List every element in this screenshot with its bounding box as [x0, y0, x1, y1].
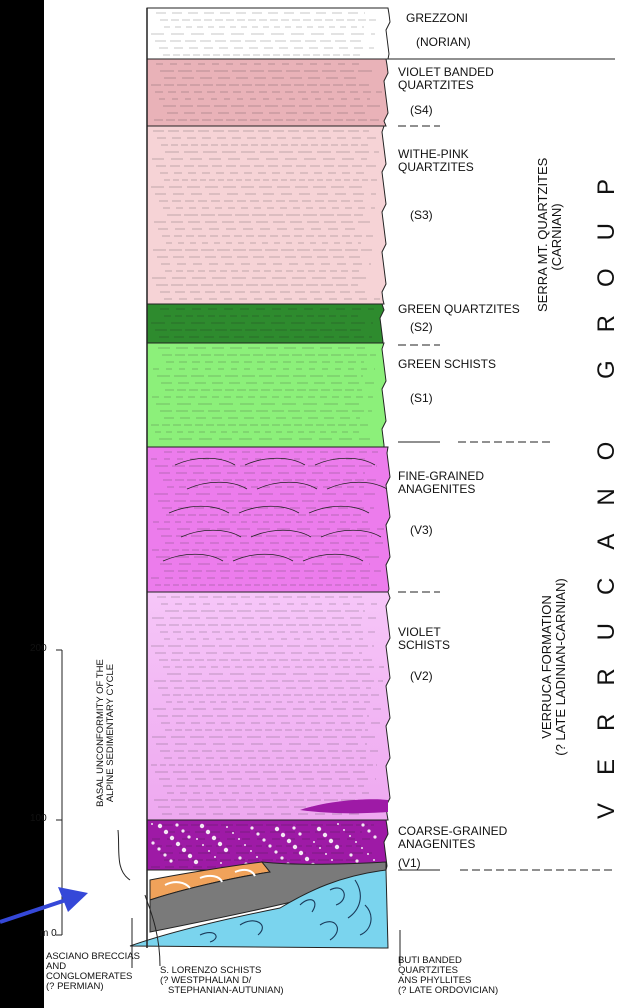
leader-lines	[117, 829, 401, 968]
boundary-dashes	[384, 58, 615, 871]
scale-tick-0: m 0	[40, 928, 57, 939]
layer-grezzoni	[146, 7, 391, 60]
unit-code-s4: (S4)	[410, 103, 433, 117]
basal-unconformity-label: BASAL UNCONFORMITY OF THE ALPINE SEDIMEN…	[95, 659, 116, 807]
serra-formation-age: (CARNIAN)	[549, 203, 564, 271]
serra-formation-label: SERRA MT. QUARTZITES (CARNIAN)	[535, 157, 564, 312]
unit-label-violet-banded-quartzites: VIOLET BANDED QUARTZITES	[398, 65, 494, 92]
asciano-line-2: AND	[46, 961, 67, 972]
buti-line-4: (? LATE ORDOVICIAN)	[398, 985, 499, 996]
verruca-formation-name: VERRUCA FORMATION	[539, 595, 554, 739]
unit-label-green-quartzites: GREEN QUARTZITES	[398, 302, 520, 316]
pointer-arrow	[0, 887, 88, 924]
layer-violet-schists	[146, 591, 391, 821]
verrucano-group-label: VERRUCANO GROUP	[593, 150, 620, 820]
unit-label-fine-grained-anagenites: FINE-GRAINED ANAGENITES	[398, 469, 485, 496]
asciano-line-1: ASCIANO BRECCIAS	[46, 951, 140, 962]
unit-label-coarse-grained-anagenites: COARSE-GRAINED ANAGENITES	[398, 824, 508, 851]
lorenzo-schists-body	[149, 861, 387, 933]
unit-label-grezzoni: GREZZONI	[406, 11, 468, 25]
unit-code-v3: (V3)	[410, 523, 433, 537]
serra-formation-name: SERRA MT. QUARTZITES	[535, 157, 550, 312]
scale-tick-200: 200	[30, 643, 47, 654]
unit-code-s3: (S3)	[410, 208, 433, 222]
verruca-formation-age: (? LATE LADINIAN-CARNIAN)	[553, 578, 568, 756]
layer-white-pink-quartzites	[146, 125, 387, 305]
unit-label-violet-schists: VIOLET SCHISTS	[398, 625, 451, 652]
scale-bar	[56, 649, 63, 936]
buti-quartzites-body	[129, 869, 389, 949]
lorenzo-line-1: S. LORENZO SCHISTS	[160, 965, 262, 976]
unit-label-white-pink-quartzites: WITHE-PINK QUARTZITES	[398, 147, 474, 174]
layer-violet-banded-quartzites	[146, 58, 389, 127]
basement-rocks	[129, 861, 389, 949]
unit-code-s1: (S1)	[410, 391, 433, 405]
buti-line-1: BUTI BANDED	[398, 955, 462, 966]
asciano-line-3: CONGLOMERATES	[46, 971, 133, 982]
column-texture	[151, 12, 388, 868]
verruca-formation-label: VERRUCA FORMATION (? LATE LADINIAN-CARNI…	[539, 542, 568, 792]
unit-code-s2: (S2)	[410, 320, 433, 334]
buti-line-2: QUARTZITES	[398, 965, 458, 976]
asciano-label: ASCIANO BRECCIAS AND CONGLOMERATES (? PE…	[46, 952, 140, 992]
layer-green-schists	[146, 342, 387, 448]
unit-code-v2: (V2)	[410, 669, 433, 683]
buti-line-3: ANS PHYLLITES	[398, 975, 472, 986]
unit-age-grezzoni: (NORIAN)	[416, 35, 471, 49]
buti-label: BUTI BANDED QUARTZITES ANS PHYLLITES (? …	[398, 956, 498, 996]
unit-code-v1: (V1)	[398, 856, 421, 870]
scale-tick-100: 100	[30, 813, 47, 824]
layer-fine-grained-anagenites	[146, 446, 391, 593]
lorenzo-line-3: STEPHANIAN-AUTUNIAN)	[168, 985, 284, 996]
lorenzo-line-2: (? WESTPHALIAN D/	[160, 975, 252, 986]
asciano-line-4: (? PERMIAN)	[46, 981, 104, 992]
violet-lens	[300, 799, 388, 814]
lorenzo-label: S. LORENZO SCHISTS (? WESTPHALIAN D/ STE…	[160, 966, 284, 996]
unit-label-green-schists: GREEN SCHISTS	[398, 357, 497, 371]
